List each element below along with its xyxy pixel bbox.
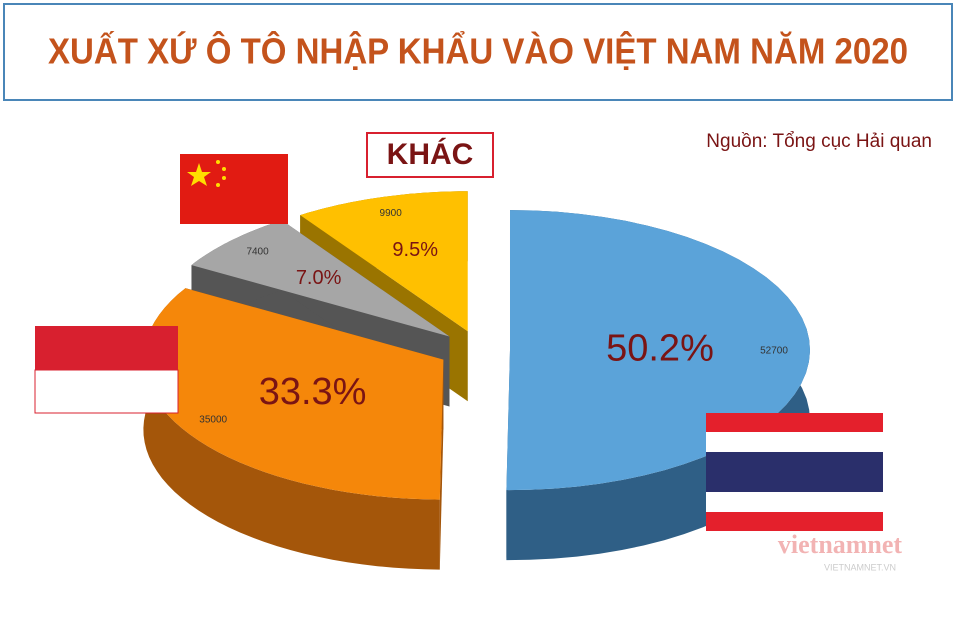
percent-label: 7.0% xyxy=(296,267,342,289)
percent-label: 9.5% xyxy=(392,239,438,261)
value-label: 35000 xyxy=(199,415,227,426)
value-label: 7400 xyxy=(246,247,269,258)
source: Nguồn: Tổng cục Hải quan xyxy=(706,131,932,152)
flag-indonesia xyxy=(34,326,179,414)
chart-title: XUẤT XỨ Ô TÔ NHẬP KHẨU VÀO VIỆT NAM NĂM … xyxy=(48,30,908,72)
value-label: 52700 xyxy=(760,345,788,356)
slice-wall xyxy=(143,288,440,570)
watermark-sub: VIETNAMNET.VN xyxy=(824,562,896,572)
category-label: KHÁC xyxy=(387,137,474,171)
slice xyxy=(143,288,444,500)
flag-thailand xyxy=(706,413,883,531)
flag-china xyxy=(180,154,288,224)
value-label: 9900 xyxy=(380,208,403,219)
category-box xyxy=(366,132,494,178)
title-box xyxy=(3,3,953,101)
watermark: vietnamnet xyxy=(778,530,903,559)
percent-label: 33.3% xyxy=(259,371,367,413)
pie: 9.5% 9900 7.0% 7400 50.2% 52700 33.3% 35000 xyxy=(143,191,810,570)
percent-label: 50.2% xyxy=(606,328,714,370)
slice xyxy=(191,220,450,337)
slice xyxy=(300,191,468,332)
